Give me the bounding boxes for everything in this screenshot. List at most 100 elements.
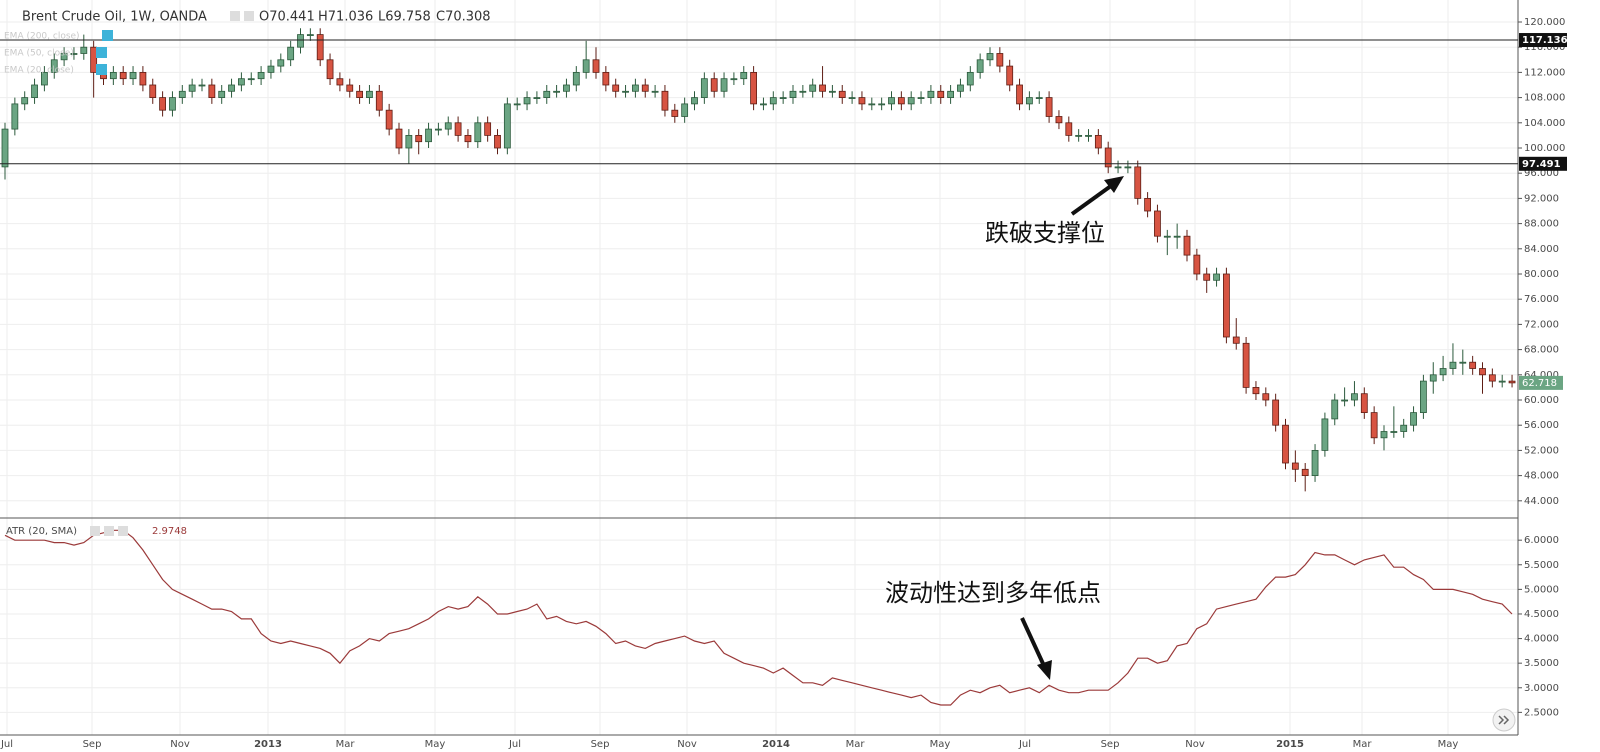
x-tick-label: May: [930, 739, 951, 750]
y-tick-label: 60.000: [1524, 395, 1559, 406]
study-icon[interactable]: [102, 30, 113, 41]
arrow-head: [1104, 176, 1124, 193]
candle-body: [720, 78, 728, 92]
candle-body: [592, 59, 600, 73]
candle-body: [1449, 361, 1457, 369]
candle-body: [50, 59, 58, 73]
y-tick-label: 116.000: [1524, 42, 1565, 53]
candle-body: [700, 78, 708, 98]
candle-body: [385, 109, 393, 130]
y-tick-label: 76.000: [1524, 294, 1559, 305]
candle-body: [1154, 210, 1161, 237]
candle-body: [464, 134, 472, 143]
price-label-bg: [1519, 156, 1567, 171]
candle-body: [1272, 399, 1280, 426]
candle-body: [375, 90, 383, 111]
study-icon[interactable]: [96, 64, 107, 75]
candle-body: [1479, 368, 1486, 376]
last-price-label: 62.718: [1522, 378, 1557, 389]
y-tick-label: 5.0000: [1524, 584, 1559, 595]
candle-body: [661, 90, 669, 111]
candle-body: [907, 97, 915, 105]
x-tick-label: 2014: [762, 739, 790, 750]
candle-body: [838, 90, 846, 98]
x-tick-label: Nov: [677, 739, 697, 750]
y-tick-label: 44.000: [1524, 496, 1559, 507]
candle-body: [395, 128, 403, 149]
candle-body: [494, 134, 501, 149]
candle-body: [1311, 450, 1319, 477]
candle-body: [1163, 235, 1171, 238]
candle-body: [799, 90, 807, 93]
candle-body: [1203, 273, 1211, 281]
candle-body: [1006, 65, 1014, 86]
candle-body: [1173, 235, 1181, 238]
marks: [0, 28, 1518, 706]
legend-icon[interactable]: [104, 526, 114, 536]
candle-body: [277, 59, 285, 67]
candle-body: [1321, 418, 1329, 451]
candle-body: [1262, 393, 1270, 401]
candle-body: [1075, 134, 1083, 137]
x-tick-label: Nov: [1185, 739, 1205, 750]
candle-body: [937, 90, 945, 98]
legend-icon[interactable]: [230, 11, 240, 21]
candle-body: [1331, 399, 1339, 420]
candle-body: [1232, 336, 1240, 344]
candle-body: [1242, 342, 1250, 388]
x-tick-label: Jul: [1018, 739, 1031, 750]
candle-body: [513, 103, 521, 106]
y-tick-label: 4.5000: [1524, 609, 1559, 620]
candle-body: [1341, 399, 1348, 402]
candle-body: [237, 78, 245, 86]
candle-body: [1420, 380, 1427, 414]
y-tick-label: 4.0000: [1524, 634, 1559, 645]
candle-body: [1223, 273, 1230, 338]
y-tick-label: 108.000: [1524, 93, 1565, 104]
scroll-button-icon[interactable]: [1498, 715, 1510, 725]
candle-body: [996, 53, 1004, 67]
candle-body: [1085, 134, 1092, 137]
candle-body: [632, 84, 639, 92]
candle-body: [415, 134, 423, 143]
study-icon[interactable]: [96, 47, 107, 58]
scroll-button[interactable]: [1492, 708, 1516, 732]
close-readout: C70.308: [436, 10, 491, 25]
candle-body: [247, 78, 255, 81]
indicator-readout: 2.9748: [152, 526, 187, 537]
study-legend: EMA (50, close): [4, 49, 74, 59]
legend-icon[interactable]: [244, 11, 254, 21]
y-tick-label: 72.000: [1524, 319, 1559, 330]
candle-body: [976, 59, 984, 73]
candle-body: [1252, 387, 1260, 395]
y-tick-label: 68.000: [1524, 345, 1559, 356]
legend-icon[interactable]: [90, 526, 100, 536]
y-tick-label: 96.000: [1524, 168, 1559, 179]
candle-body: [1301, 468, 1309, 477]
candle-body: [444, 122, 452, 130]
arrows: [1020, 176, 1124, 680]
candle-body: [31, 84, 38, 98]
price-label: 97.491: [1522, 159, 1561, 170]
candle-body: [1, 128, 9, 168]
candle-body: [306, 34, 314, 36]
labels: Brent Crude Oil, 1W, OANDA O70.441 H71.0…: [0, 10, 1568, 751]
candle-body: [1055, 116, 1063, 124]
candle-body: [622, 90, 629, 93]
y-tick-label: 3.0000: [1524, 683, 1559, 694]
candle-body: [819, 84, 826, 92]
candle-body: [1400, 424, 1408, 432]
candle-body: [70, 53, 78, 55]
candle-body: [316, 34, 324, 61]
x-tick-label: 2013: [254, 739, 282, 750]
candle-body: [1360, 393, 1368, 414]
x-tick-label: May: [425, 739, 446, 750]
candle-body: [1390, 431, 1398, 433]
candle-body: [848, 97, 856, 99]
candle-body: [336, 78, 344, 86]
candle-body: [1035, 97, 1043, 99]
arrow: [1020, 617, 1047, 669]
candle-body: [326, 59, 334, 80]
candle-body: [1410, 412, 1417, 426]
legend-icon[interactable]: [118, 526, 128, 536]
